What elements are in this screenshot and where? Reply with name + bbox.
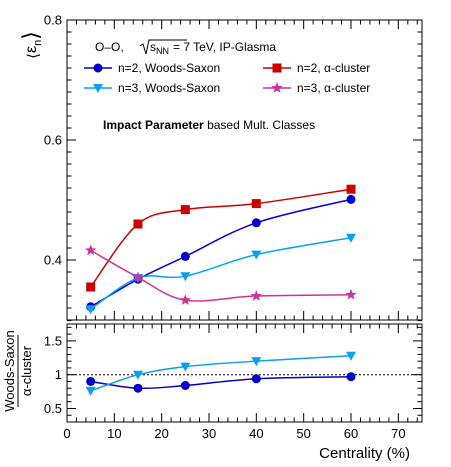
x-tick-label: 40 xyxy=(249,426,263,441)
legend-marker xyxy=(93,84,103,93)
x-tick-label: 20 xyxy=(154,426,168,441)
data-point xyxy=(180,381,190,391)
y-tick-label-top: 0.6 xyxy=(44,133,62,148)
legend: n=2, Woods-Saxon n=2, α-cluster n=3, Woods… xyxy=(84,61,370,95)
annotation-rest: based Mult. Classes xyxy=(207,118,315,132)
y-tick-label-bottom: 1.5 xyxy=(44,333,62,348)
legend-label: n=2, Woods-Saxon xyxy=(118,61,220,75)
y-tick-label-bottom: 1 xyxy=(55,367,62,382)
y-axis-title-top: ⟨εn⟩ xyxy=(18,31,44,59)
data-point xyxy=(345,288,357,300)
ratio-denominator: α-cluster xyxy=(19,345,34,396)
data-point xyxy=(180,272,191,282)
data-point xyxy=(251,357,262,367)
data-point xyxy=(85,386,96,396)
y-tick-label-top: 0.8 xyxy=(44,13,62,28)
legend-energy-suffix: = 7 TeV, IP-Glasma xyxy=(173,40,276,54)
legend-label: n=3, α-cluster xyxy=(297,81,370,95)
y-title-bracket-close: ⟩ xyxy=(18,31,43,40)
y-title-subscript: n xyxy=(32,40,44,46)
data-point xyxy=(346,184,356,194)
y-title-bracket-open: ⟨ xyxy=(25,53,42,59)
data-point xyxy=(346,372,356,382)
y-axis-title-bottom: Woods-Saxon α-cluster xyxy=(2,330,34,411)
data-point xyxy=(180,205,190,215)
legend-energy-symbol: s xyxy=(150,40,156,54)
series-line xyxy=(90,198,352,308)
legend-marker xyxy=(272,63,282,73)
legend-marker xyxy=(93,63,103,73)
svg-text:⟨εn⟩: ⟨εn⟩ xyxy=(18,31,44,59)
x-tick-label: 0 xyxy=(63,426,70,441)
legend-system: O–O, xyxy=(95,40,124,54)
series-line xyxy=(90,237,352,310)
data-point xyxy=(133,370,143,380)
x-tick-label: 60 xyxy=(344,426,358,441)
annotation: Impact Parameter based Mult. Classes xyxy=(103,118,315,132)
y-title-symbol: ε xyxy=(23,46,40,53)
x-tick-label: 50 xyxy=(296,426,310,441)
data-point xyxy=(250,290,263,301)
bottom-panel-plot xyxy=(67,351,422,396)
bottom-panel-frame xyxy=(66,323,423,423)
top-panel-plot xyxy=(84,184,357,315)
data-point xyxy=(251,199,261,209)
data-point xyxy=(251,218,261,228)
x-tick-label: 30 xyxy=(202,426,216,441)
y-tick-label-top: 0.4 xyxy=(44,253,62,268)
top-panel-frame xyxy=(66,19,423,321)
data-point xyxy=(86,376,96,386)
x-tick-label: 10 xyxy=(107,426,121,441)
data-point xyxy=(251,250,262,260)
data-point xyxy=(132,271,144,283)
axis-ticks: 0 10 20 30 40 50 60 70 0.4 0.6 0.8 0.5 1 1.5 xyxy=(44,13,422,441)
legend-label: n=3, Woods-Saxon xyxy=(118,81,220,95)
x-axis-title: Centrality (%) xyxy=(319,445,410,462)
legend-marker xyxy=(271,82,283,93)
annotation-bold: Impact Parameter xyxy=(103,118,204,132)
legend-header: O–O, xyxy=(95,40,124,54)
data-point xyxy=(133,383,143,393)
data-point xyxy=(85,305,96,315)
ratio-numerator: Woods-Saxon xyxy=(2,330,17,411)
data-point xyxy=(86,282,96,292)
series-line xyxy=(90,249,352,302)
data-point xyxy=(179,294,192,306)
data-point xyxy=(133,219,143,229)
data-point xyxy=(346,351,356,361)
series-line xyxy=(90,375,352,390)
data-point xyxy=(180,362,191,372)
data-point xyxy=(251,374,261,384)
data-point xyxy=(180,251,190,261)
legend-energy: sNN = 7 TeV, IP-Glasma xyxy=(150,40,276,56)
y-tick-label-bottom: 0.5 xyxy=(44,401,62,416)
data-point xyxy=(84,244,97,256)
sqrt-sign-icon xyxy=(139,39,187,55)
legend-label: n=2, α-cluster xyxy=(297,61,370,75)
x-tick-label: 70 xyxy=(391,426,405,441)
data-point xyxy=(346,194,356,204)
legend-energy-subscript: NN xyxy=(156,46,169,56)
series-line xyxy=(90,355,352,392)
data-point xyxy=(346,233,356,243)
